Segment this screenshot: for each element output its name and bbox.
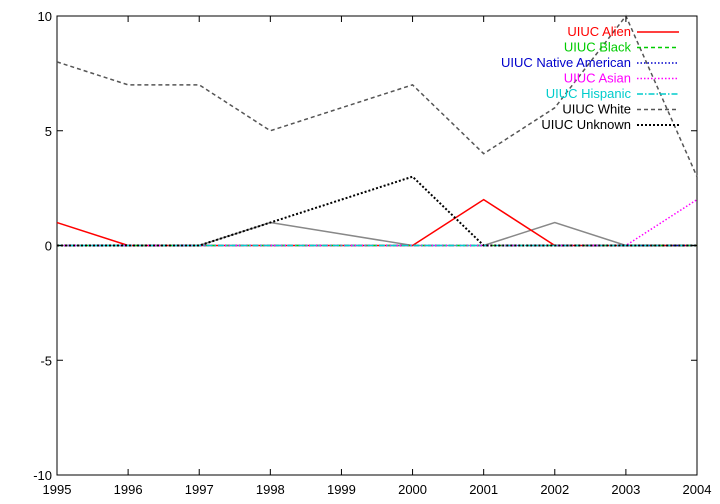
x-tick-label: 2002 xyxy=(540,482,569,497)
series-line-6 xyxy=(57,175,697,247)
axes-layer: 1995 1996 1997 1998 1999 2000 2001 2002 2003 2004… xyxy=(33,9,711,497)
legend-label: UIUC Asian xyxy=(564,71,631,86)
legend-label: UIUC Native American xyxy=(501,55,631,70)
series-line-3 xyxy=(57,198,698,247)
x-tick-label: 2001 xyxy=(469,482,498,497)
y-tick-label: -10 xyxy=(33,468,52,483)
x-tick-label: 2003 xyxy=(611,482,640,497)
series-layer xyxy=(56,14,698,247)
y-tick-label: 5 xyxy=(45,124,52,139)
x-tick-label: 1996 xyxy=(114,482,143,497)
y-tick-label: 10 xyxy=(38,9,52,24)
x-tick-label: 1995 xyxy=(43,482,72,497)
legend-label: UIUC White xyxy=(562,102,631,117)
x-tick-label: 2000 xyxy=(398,482,427,497)
legend-label: UIUC Alien xyxy=(567,24,631,39)
gray-series-layer xyxy=(57,221,697,247)
y-tick-label: -5 xyxy=(40,353,52,368)
x-tick-label: 1998 xyxy=(256,482,285,497)
x-tick-label: 1999 xyxy=(327,482,356,497)
series-line-0 xyxy=(56,198,697,247)
gray-overlay-line xyxy=(57,221,697,247)
x-tick-label: 2004 xyxy=(683,482,712,497)
legend-label: UIUC Hispanic xyxy=(546,86,632,101)
x-tick-label: 1997 xyxy=(185,482,214,497)
legend-label: UIUC Unknown xyxy=(541,117,631,132)
y-tick-label: 0 xyxy=(45,239,52,254)
legend-label: UIUC Black xyxy=(564,40,632,55)
